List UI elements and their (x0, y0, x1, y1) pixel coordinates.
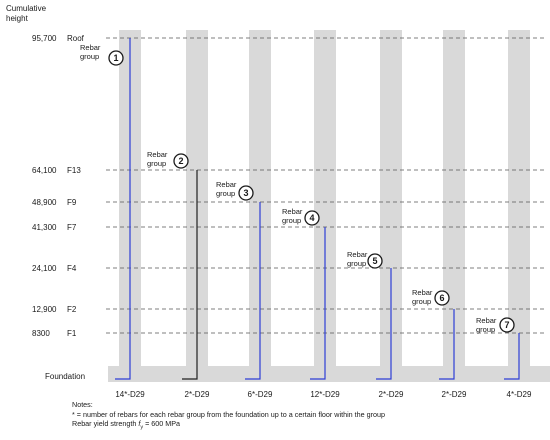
group-label-7-line2: group (476, 325, 495, 334)
group-label-7-line1: Rebar (476, 316, 497, 325)
notes-line2-subscript: y (140, 424, 144, 431)
group-label-1-line2: group (80, 52, 99, 61)
group-label-2-line2: group (147, 159, 166, 168)
rebar-group-2 (182, 170, 198, 380)
group-number-6: 6 (439, 293, 444, 303)
group-number-5: 5 (372, 256, 377, 266)
foundation-label: Foundation (45, 372, 85, 381)
group-label-2-line1: Rebar (147, 150, 168, 159)
rebar-spec-3: 6*-D29 (248, 390, 273, 399)
level-height-roof: 95,700 (32, 34, 57, 43)
notes-line2-suffix: = 600 MPa (143, 419, 181, 429)
group-number-3: 3 (243, 188, 248, 198)
y-axis-title-line2: height (6, 14, 29, 23)
level-height-f13: 64,100 (32, 166, 57, 175)
column-7 (508, 30, 530, 366)
y-axis-title-line1: Cumulative (6, 4, 47, 13)
notes-heading: Notes: (72, 400, 93, 409)
column-5 (380, 30, 402, 366)
group-number-4: 4 (309, 213, 314, 223)
group-number-circle-3 (238, 185, 254, 201)
rebar-group-5 (376, 268, 392, 380)
group-number-1: 1 (113, 53, 118, 63)
group-number-circle-7 (499, 317, 515, 333)
group-number-circle-2 (173, 153, 189, 169)
group-number-circle-1 (108, 50, 124, 66)
foundation-slab (108, 366, 550, 382)
notes-line2: Rebar yield strength fy = 600 MPa (72, 419, 385, 433)
level-height-f7: 41,300 (32, 223, 57, 232)
columns (119, 30, 530, 366)
level-labels: 95,700 Roof 64,100 F13 48,900 F9 41,300 F7 24,10… (32, 34, 85, 338)
y-axis-title: Cumulative height (6, 4, 47, 23)
notes-line2-prefix: Rebar yield strength (72, 419, 139, 429)
notes-line1: * = number of rebars for each rebar grou… (72, 409, 386, 419)
column-6 (443, 30, 465, 366)
column-4 (314, 30, 336, 366)
group-label-4-line2: group (282, 216, 301, 225)
rebar-spec-4: 12*-D29 (310, 390, 340, 399)
rebar-spec-7: 4*-D29 (507, 390, 532, 399)
level-floor-f4: F4 (67, 264, 77, 273)
group-number-circle-4 (304, 210, 320, 226)
group-label-6-line1: Rebar (412, 288, 433, 297)
group-label-5-line2: group (347, 259, 366, 268)
group-label-1-line1: Rebar (80, 43, 101, 52)
rebar-group-3 (245, 202, 261, 380)
group-label-5-line1: Rebar (347, 250, 368, 259)
rebars (115, 38, 520, 380)
foundation-block (108, 366, 550, 382)
column-3 (249, 30, 271, 366)
rebar-spec-2: 2*-D29 (185, 390, 210, 399)
group-label-3-line2: group (216, 189, 235, 198)
level-floor-f9: F9 (67, 198, 77, 207)
level-height-f2: 12,900 (32, 305, 57, 314)
notes: Notes: * = number of rebars for each reb… (72, 400, 385, 433)
group-number-2: 2 (178, 156, 183, 166)
rebar-spec-1: 14*-D29 (115, 390, 145, 399)
group-label-6-line2: group (412, 297, 431, 306)
group-label-3-line1: Rebar (216, 180, 237, 189)
group-number-7: 7 (504, 320, 509, 330)
level-height-f1: 8300 (32, 329, 50, 338)
rebar-group-4 (310, 227, 326, 380)
level-floor-f13: F13 (67, 166, 81, 175)
rebar-group-7 (504, 333, 520, 380)
rebar-group-6 (439, 309, 455, 380)
level-floor-roof: Roof (67, 34, 85, 43)
rebar-spec-6: 2*-D29 (442, 390, 467, 399)
level-height-f4: 24,100 (32, 264, 57, 273)
group-label-4-line1: Rebar (282, 207, 303, 216)
level-floor-f1: F1 (67, 329, 77, 338)
rebar-spec-labels: 14*-D29 2*-D29 6*-D29 12*-D29 2*-D29 2*-D29 4*… (115, 390, 532, 399)
level-floor-f7: F7 (67, 223, 77, 232)
level-floor-f2: F2 (67, 305, 77, 314)
group-number-circle-6 (434, 290, 450, 306)
group-number-circle-5 (367, 253, 383, 269)
level-height-f9: 48,900 (32, 198, 57, 207)
notes-line2-symbol: f (138, 419, 141, 429)
rebar-spec-5: 2*-D29 (379, 390, 404, 399)
rebar-group-1 (115, 38, 131, 380)
